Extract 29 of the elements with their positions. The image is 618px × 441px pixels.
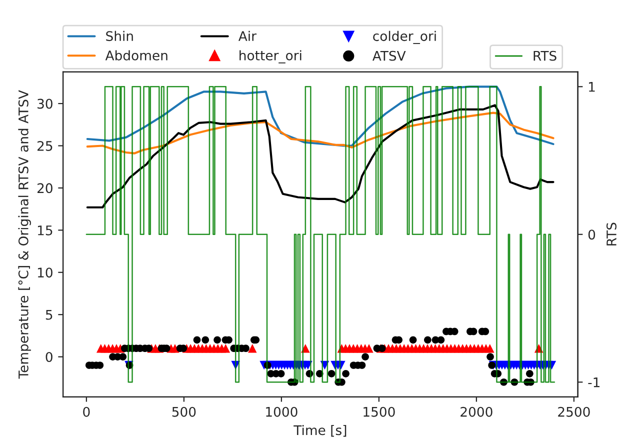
x-tick-label: 0 [83, 406, 90, 417]
legend-label: Abdomen [105, 50, 168, 60]
y-tick-label: 5 [46, 310, 52, 320]
line-series [86, 86, 554, 147]
legend-label: colder_ori [373, 30, 436, 44]
y-axis-title: Temperature [°C] & Original RTSV and ATSV [18, 90, 31, 379]
y-tick-label: 10 [38, 268, 52, 278]
y2-tick-label: 1 [589, 82, 595, 92]
x-tick-label: 1000 [266, 406, 298, 417]
x-tick-label: 2000 [460, 406, 492, 417]
legend-label: ATSV [372, 50, 406, 61]
line-series [86, 104, 554, 208]
y-tick-label: 15 [38, 226, 52, 236]
legend-label: Shin [106, 30, 133, 42]
line-series [86, 112, 554, 154]
x-tick-label: 1500 [364, 406, 395, 417]
legend-label: Air [238, 30, 256, 41]
y-tick-label: 0 [46, 352, 52, 362]
y2-tick-label: 0 [588, 230, 596, 240]
y-tick-label: 25 [37, 140, 52, 151]
x-axis-title: Time [s] [294, 424, 346, 437]
legend-label: RTS [534, 50, 556, 61]
x-tick-label: 2500 [558, 406, 590, 417]
y2-tick-label: -1 [588, 378, 600, 388]
y-tick-label: 20 [37, 183, 52, 194]
legend-label: hotter_ori [240, 50, 302, 64]
x-tick-label: 500 [172, 406, 196, 417]
y2-axis-title: RTS [606, 222, 616, 246]
y-tick-label: 30 [38, 98, 52, 109]
